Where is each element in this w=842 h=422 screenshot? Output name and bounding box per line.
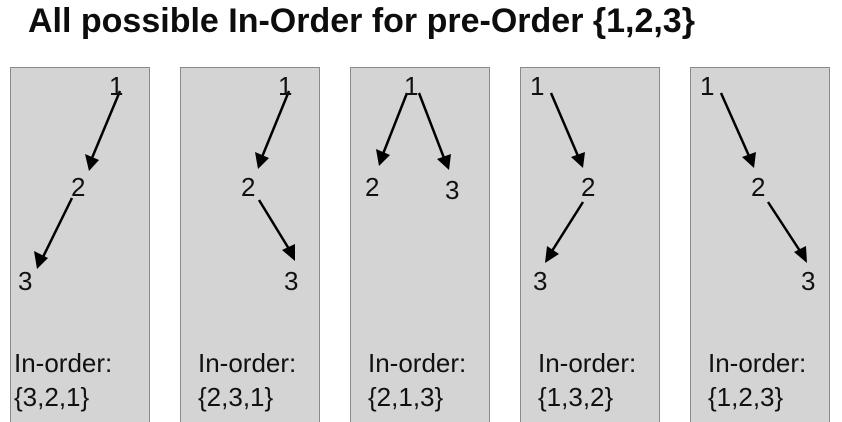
tree-diagram-3: 1 2 3	[365, 71, 459, 205]
tree-diagram-2: 1 2 3	[241, 71, 298, 296]
inorder-sequence: {1,2,3}	[708, 382, 784, 412]
inorder-label: In-order:	[368, 348, 467, 378]
tree-panel-3: 1 2 3 In-order: {2,1,3}	[350, 67, 490, 422]
tree-edge	[550, 201, 585, 252]
arrowhead	[571, 152, 585, 168]
tree-node: 2	[241, 172, 255, 202]
tree-node: 3	[284, 266, 298, 296]
inorder-sequence: {1,3,2}	[538, 382, 614, 412]
tree-node: 2	[71, 172, 85, 202]
tree-edge	[260, 90, 291, 158]
tree-node: 1	[109, 71, 123, 101]
inorder-label: In-order:	[538, 348, 637, 378]
tree-node: 2	[581, 172, 595, 202]
tree-node: 3	[445, 175, 459, 205]
arrowhead	[437, 154, 451, 170]
page-title: All possible In-Order for pre-Order {1,2…	[28, 2, 695, 40]
tree-panel-4: 1 2 3 In-order: {1,3,2}	[520, 67, 660, 422]
tree-node: 3	[533, 266, 547, 296]
tree-node: 3	[801, 266, 815, 296]
arrowhead	[255, 152, 269, 169]
tree-diagram-5: 1 2 3	[700, 71, 815, 296]
arrowhead	[85, 154, 99, 171]
arrowhead	[794, 246, 807, 263]
tree-edge	[417, 92, 446, 159]
arrowhead	[545, 246, 559, 263]
tree-edge	[766, 201, 802, 252]
tree-edge	[90, 90, 122, 159]
inorder-label: In-order:	[708, 348, 807, 378]
tree-edge	[257, 199, 291, 250]
tree-node: 3	[18, 266, 32, 296]
inorder-sequence: {2,3,1}	[198, 382, 274, 412]
tree-diagram-1: 1 2 3	[18, 71, 123, 296]
tree-node: 2	[751, 172, 765, 202]
arrowhead	[34, 251, 48, 269]
tree-node: 1	[278, 71, 292, 101]
arrowhead	[282, 244, 295, 261]
tree-panel-5: 1 2 3 In-order: {1,2,3}	[690, 67, 830, 422]
inorder-sequence: {2,1,3}	[368, 382, 444, 412]
tree-edge	[381, 92, 409, 155]
tree-panel-2: 1 2 3 In-order: {2,3,1}	[180, 67, 320, 422]
tree-node: 1	[700, 71, 714, 101]
arrowhead	[376, 149, 390, 166]
tree-panel-1: 1 2 3 In-order: {3,2,1}	[10, 67, 150, 422]
tree-diagram-4: 1 2 3	[530, 71, 595, 296]
tree-node: 1	[530, 71, 544, 101]
inorder-label: In-order:	[14, 348, 113, 378]
tree-node: 2	[365, 172, 379, 202]
tree-edge	[719, 92, 751, 157]
inorder-sequence: {3,2,1}	[14, 382, 90, 412]
tree-edge	[549, 92, 580, 157]
tree-node: 1	[404, 71, 418, 101]
inorder-label: In-order:	[198, 348, 297, 378]
arrowhead	[742, 152, 756, 168]
tree-edge	[41, 197, 74, 258]
